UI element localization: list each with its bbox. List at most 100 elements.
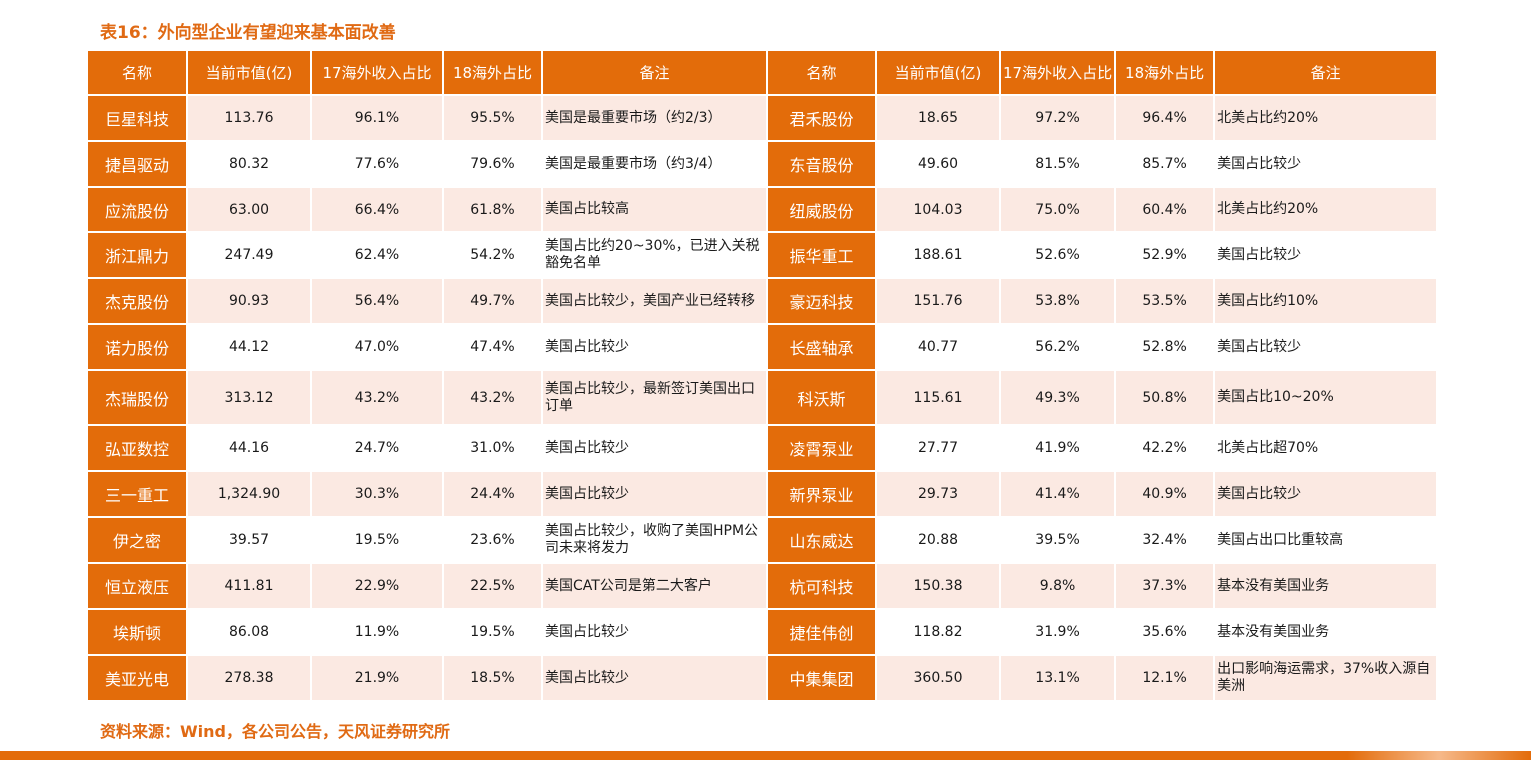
left-overseas-ratio-18: 54.2% <box>444 233 541 277</box>
right-overseas-ratio-17: 52.6% <box>1001 233 1115 277</box>
right-company-name: 豪迈科技 <box>768 279 875 323</box>
left-market-cap: 113.76 <box>188 96 310 140</box>
left-overseas-ratio-18: 61.8% <box>444 188 541 231</box>
header-overseas-17: 17海外收入占比 <box>312 51 442 94</box>
right-overseas-ratio-18: 53.5% <box>1116 279 1214 323</box>
left-market-cap: 63.00 <box>188 188 310 231</box>
table-row: 美亚光电 278.38 21.9% 18.5% 美国占比较少 中集集团 360.50 13.1… <box>88 656 1437 700</box>
right-note: 美国占比较少 <box>1215 472 1437 516</box>
left-overseas-ratio-17: 96.1% <box>312 96 442 140</box>
right-market-cap: 150.38 <box>877 564 999 608</box>
right-note: 基本没有美国业务 <box>1215 610 1437 654</box>
right-company-name: 杭可科技 <box>768 564 875 608</box>
left-overseas-ratio-17: 43.2% <box>312 371 442 424</box>
header-name: 名称 <box>88 51 186 94</box>
left-company-name: 埃斯顿 <box>88 610 186 654</box>
left-note: 美国占比较少 <box>543 472 766 516</box>
right-overseas-ratio-18: 37.3% <box>1116 564 1214 608</box>
right-overseas-ratio-18: 96.4% <box>1116 96 1214 140</box>
right-company-name: 长盛轴承 <box>768 325 875 369</box>
left-overseas-ratio-17: 19.5% <box>312 518 442 562</box>
left-overseas-ratio-18: 18.5% <box>444 656 541 700</box>
right-overseas-ratio-17: 31.9% <box>1001 610 1115 654</box>
right-company-name: 东音股份 <box>768 142 875 186</box>
left-note: 美国占比较少，美国产业已经转移 <box>543 279 766 323</box>
right-overseas-ratio-17: 75.0% <box>1001 188 1115 231</box>
header-overseas-18: 18海外占比 <box>444 51 541 94</box>
left-market-cap: 313.12 <box>188 371 310 424</box>
right-market-cap: 18.65 <box>877 96 999 140</box>
left-overseas-ratio-17: 11.9% <box>312 610 442 654</box>
left-company-name: 三一重工 <box>88 472 186 516</box>
left-overseas-ratio-18: 23.6% <box>444 518 541 562</box>
left-market-cap: 1,324.90 <box>188 472 310 516</box>
left-company-name: 捷昌驱动 <box>88 142 186 186</box>
left-overseas-ratio-18: 19.5% <box>444 610 541 654</box>
left-note: 美国CAT公司是第二大客户 <box>543 564 766 608</box>
left-note: 美国占比约20~30%，已进入关税豁免名单 <box>543 233 766 277</box>
header-note: 备注 <box>1215 51 1437 94</box>
right-company-name: 凌霄泵业 <box>768 426 875 470</box>
left-note: 美国占比较少 <box>543 656 766 700</box>
right-overseas-ratio-17: 97.2% <box>1001 96 1115 140</box>
header-row: 名称 当前市值(亿) 17海外收入占比 18海外占比 备注 名称 当前市值(亿)… <box>88 51 1437 94</box>
left-market-cap: 86.08 <box>188 610 310 654</box>
left-company-name: 巨星科技 <box>88 96 186 140</box>
left-company-name: 美亚光电 <box>88 656 186 700</box>
right-note: 北美占比约20% <box>1215 188 1437 231</box>
right-overseas-ratio-18: 40.9% <box>1116 472 1214 516</box>
left-overseas-ratio-17: 56.4% <box>312 279 442 323</box>
left-overseas-ratio-18: 24.4% <box>444 472 541 516</box>
header-name: 名称 <box>768 51 875 94</box>
left-company-name: 诺力股份 <box>88 325 186 369</box>
header-market-cap: 当前市值(亿) <box>877 51 999 94</box>
source-note: 资料来源：Wind，各公司公告，天风证券研究所 <box>100 722 450 741</box>
left-note: 美国占比较少 <box>543 610 766 654</box>
left-overseas-ratio-17: 62.4% <box>312 233 442 277</box>
table-row: 恒立液压 411.81 22.9% 22.5% 美国CAT公司是第二大客户 杭可科技 150… <box>88 564 1437 608</box>
right-market-cap: 40.77 <box>877 325 999 369</box>
left-note: 美国占比较高 <box>543 188 766 231</box>
right-note: 北美占比约20% <box>1215 96 1437 140</box>
right-market-cap: 118.82 <box>877 610 999 654</box>
right-market-cap: 27.77 <box>877 426 999 470</box>
right-overseas-ratio-17: 53.8% <box>1001 279 1115 323</box>
right-overseas-ratio-18: 42.2% <box>1116 426 1214 470</box>
left-note: 美国是最重要市场（约2/3） <box>543 96 766 140</box>
right-market-cap: 188.61 <box>877 233 999 277</box>
right-overseas-ratio-17: 49.3% <box>1001 371 1115 424</box>
left-company-name: 杰瑞股份 <box>88 371 186 424</box>
right-overseas-ratio-18: 32.4% <box>1116 518 1214 562</box>
left-overseas-ratio-18: 22.5% <box>444 564 541 608</box>
table-row: 弘亚数控 44.16 24.7% 31.0% 美国占比较少 凌霄泵业 27.77 41.9% 4… <box>88 426 1437 470</box>
right-note: 美国占比10~20% <box>1215 371 1437 424</box>
table-row: 应流股份 63.00 66.4% 61.8% 美国占比较高 纽威股份 104.03 75.0%… <box>88 188 1437 231</box>
table-row: 杰克股份 90.93 56.4% 49.7% 美国占比较少，美国产业已经转移 豪迈科技 15… <box>88 279 1437 323</box>
left-market-cap: 90.93 <box>188 279 310 323</box>
right-company-name: 纽威股份 <box>768 188 875 231</box>
left-company-name: 恒立液压 <box>88 564 186 608</box>
right-company-name: 捷佳伟创 <box>768 610 875 654</box>
right-market-cap: 360.50 <box>877 656 999 700</box>
right-overseas-ratio-17: 41.9% <box>1001 426 1115 470</box>
left-overseas-ratio-17: 21.9% <box>312 656 442 700</box>
left-company-name: 伊之密 <box>88 518 186 562</box>
table-row: 杰瑞股份 313.12 43.2% 43.2% 美国占比较少，最新签订美国出口订单 科沃斯… <box>88 371 1437 424</box>
header-overseas-18: 18海外占比 <box>1116 51 1214 94</box>
left-overseas-ratio-17: 66.4% <box>312 188 442 231</box>
left-market-cap: 278.38 <box>188 656 310 700</box>
left-overseas-ratio-17: 47.0% <box>312 325 442 369</box>
left-overseas-ratio-18: 95.5% <box>444 96 541 140</box>
right-company-name: 新界泵业 <box>768 472 875 516</box>
right-note: 基本没有美国业务 <box>1215 564 1437 608</box>
right-market-cap: 115.61 <box>877 371 999 424</box>
left-overseas-ratio-17: 30.3% <box>312 472 442 516</box>
table-row: 诺力股份 44.12 47.0% 47.4% 美国占比较少 长盛轴承 40.77 56.2% 5… <box>88 325 1437 369</box>
right-note: 美国占比较少 <box>1215 142 1437 186</box>
left-company-name: 浙江鼎力 <box>88 233 186 277</box>
right-overseas-ratio-18: 52.8% <box>1116 325 1214 369</box>
left-company-name: 弘亚数控 <box>88 426 186 470</box>
right-market-cap: 49.60 <box>877 142 999 186</box>
left-overseas-ratio-17: 22.9% <box>312 564 442 608</box>
right-company-name: 科沃斯 <box>768 371 875 424</box>
